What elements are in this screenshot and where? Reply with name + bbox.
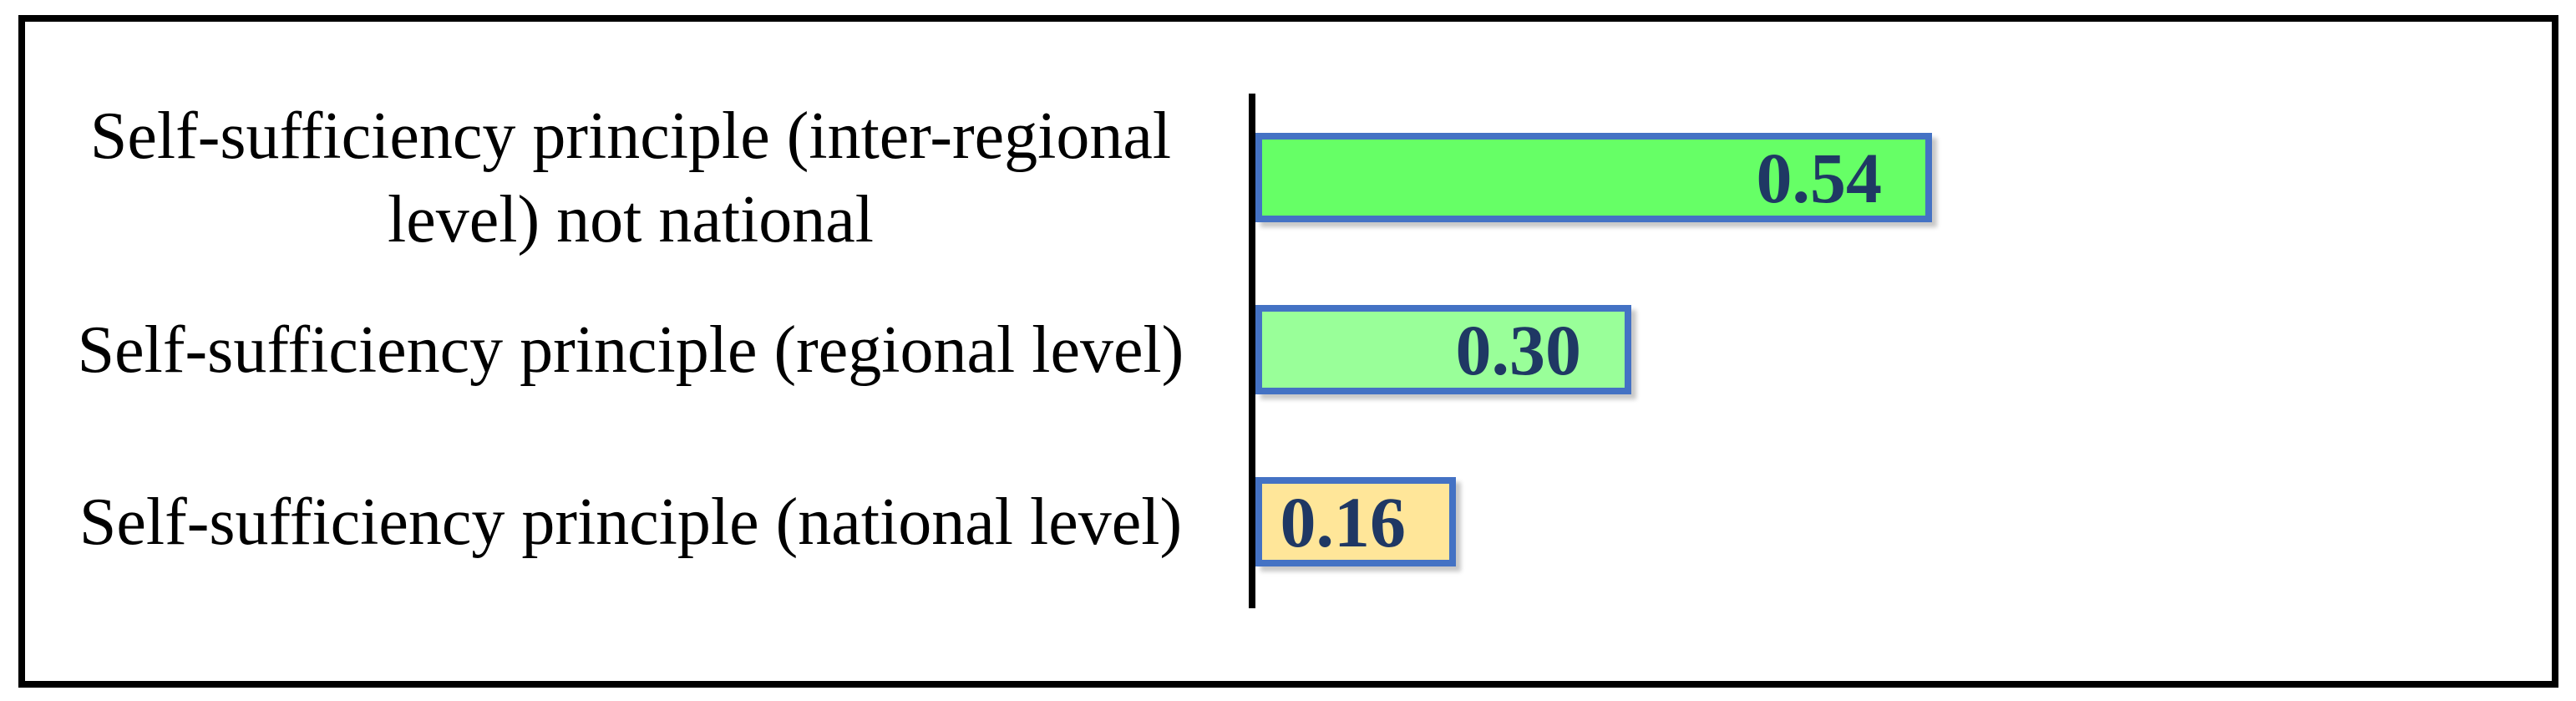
bar: 0.16 [1255, 477, 1456, 566]
bar: 0.54 [1255, 133, 1932, 222]
chart-frame: Self-sufficiency principle (inter-region… [18, 15, 2558, 688]
bar-value-label: 0.54 [1756, 137, 1883, 218]
chart-row: Self-sufficiency principle (national lev… [25, 477, 2552, 566]
plot-area: Self-sufficiency principle (inter-region… [25, 22, 2552, 681]
bar-value-label: 0.16 [1280, 481, 1407, 562]
category-label: Self-sufficiency principle (inter-region… [89, 99, 1172, 257]
category-label: Self-sufficiency principle (national lev… [79, 485, 1183, 559]
category-axis-line [1249, 94, 1255, 608]
chart-row: Self-sufficiency principle (inter-region… [25, 99, 2552, 257]
bar-value-label: 0.30 [1455, 309, 1582, 390]
chart-row: Self-sufficiency principle (regional lev… [25, 305, 2552, 394]
bar: 0.30 [1255, 305, 1631, 394]
category-label: Self-sufficiency principle (regional lev… [77, 312, 1184, 387]
